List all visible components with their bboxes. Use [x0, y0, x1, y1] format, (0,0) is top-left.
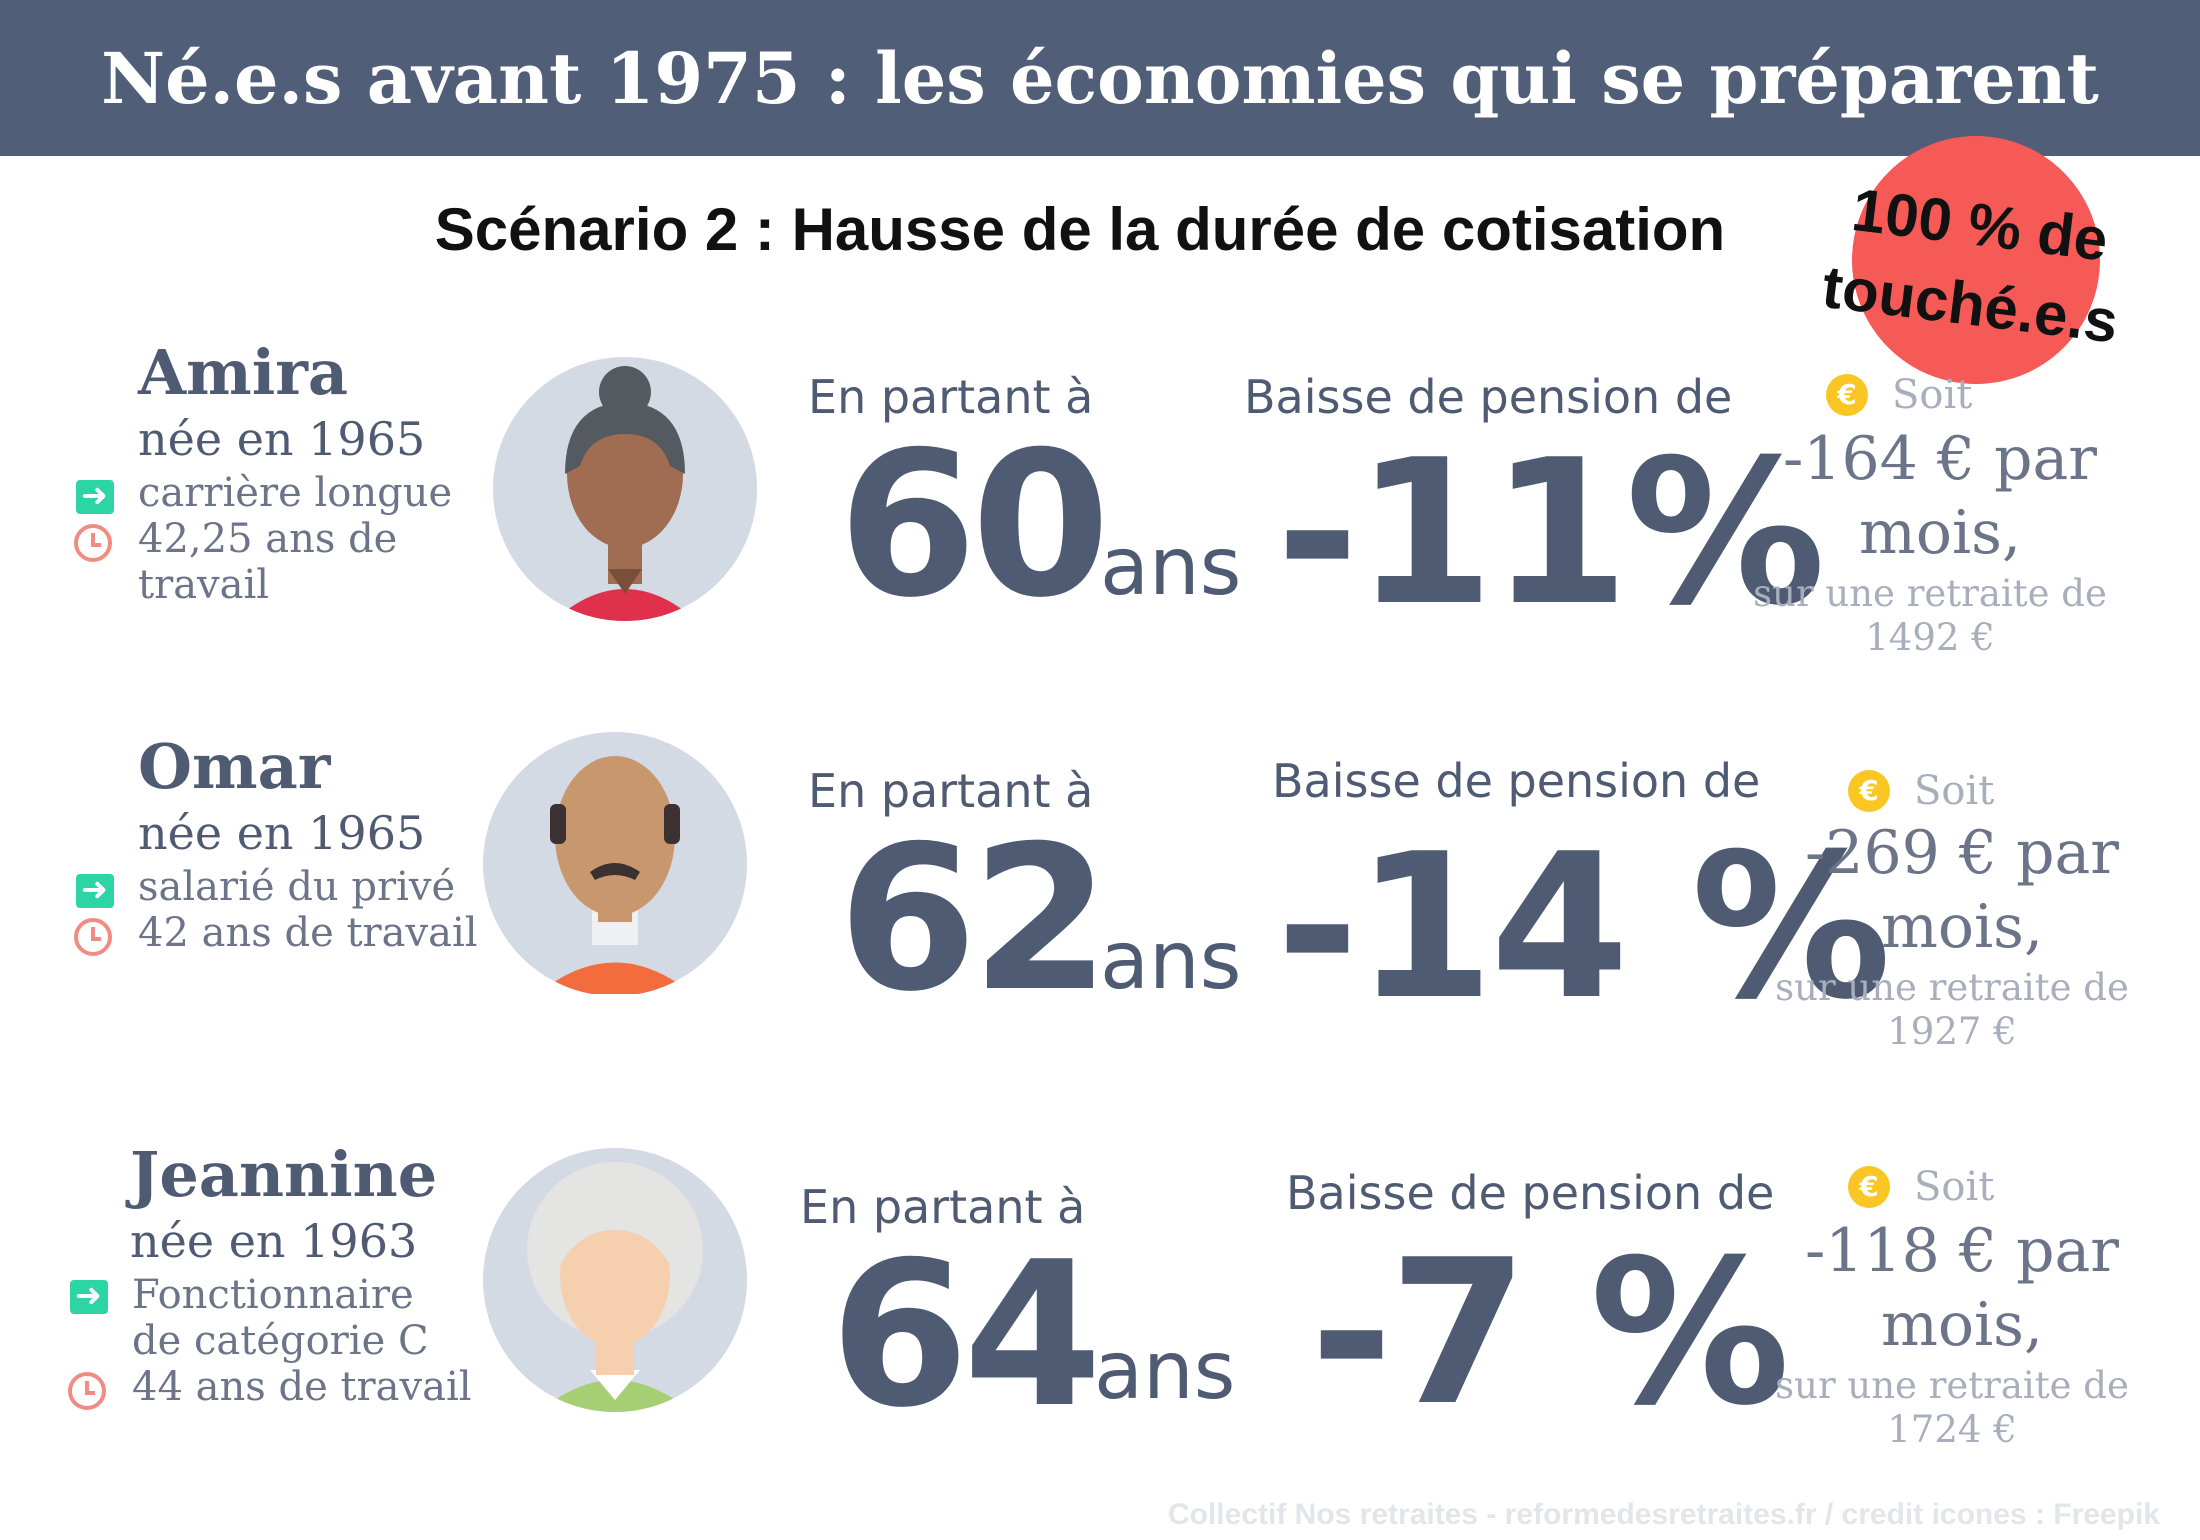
person-name: Amira	[138, 336, 349, 409]
coverage-badge	[1852, 136, 2100, 384]
monthly-loss-line-1: -164 € par	[1783, 424, 2097, 494]
soit-label: Soit	[1892, 372, 1973, 418]
person-detail-2: de catégorie C	[132, 1318, 429, 1364]
person-detail-1: carrière longue	[138, 470, 453, 516]
scenario-subtitle: Scénario 2 : Hausse de la durée de cotis…	[434, 196, 1726, 263]
leaving-age-value: 62	[838, 803, 1110, 1036]
monthly-loss: -118 € par mois,	[1772, 1214, 2152, 1362]
person-detail-1: salarié du privé	[138, 864, 456, 910]
euro-coin-icon: €	[1848, 1166, 1890, 1208]
euro-coin-icon: €	[1848, 770, 1890, 812]
monthly-loss-line-1: -269 € par	[1805, 818, 2119, 888]
monthly-loss: -164 € par mois,	[1750, 422, 2130, 570]
alarm-clock-icon	[68, 1372, 106, 1410]
person-name: Omar	[138, 730, 331, 803]
pension-drop-label: Baisse de pension de	[1272, 754, 1761, 808]
person-row-jeannine: Jeannine née en 1963 Fonctionnaire de ca…	[0, 1138, 2200, 1468]
person-detail-2: 42 ans de travail	[138, 910, 478, 956]
arrow-right-icon	[70, 1276, 108, 1314]
person-detail-3: 44 ans de travail	[132, 1364, 472, 1410]
pension-drop-value: -14 %	[1276, 811, 1891, 1044]
age-unit: ans	[1094, 1324, 1236, 1417]
base-pension: sur une retraite de 1492 €	[1740, 572, 2120, 660]
monthly-loss-line-2: mois,	[1858, 498, 2022, 568]
person-birth-year: née en 1965	[138, 412, 426, 466]
base-pension: sur une retraite de 1724 €	[1762, 1364, 2142, 1452]
euro-coin-icon: €	[1826, 374, 1868, 416]
person-detail-2: 42,25 ans de	[138, 516, 398, 562]
pension-drop-label: Baisse de pension de	[1286, 1166, 1775, 1220]
monthly-loss-line-2: mois,	[1880, 892, 2044, 962]
base-pension-line-1: sur une retraite de	[1775, 966, 2129, 1009]
person-detail-1: Fonctionnaire	[132, 1272, 414, 1318]
leaving-age-value: 64	[830, 1219, 1102, 1452]
base-pension-line-1: sur une retraite de	[1753, 572, 2107, 615]
base-pension: sur une retraite de 1927 €	[1762, 966, 2142, 1054]
person-birth-year: née en 1963	[130, 1214, 418, 1268]
woman-bun-icon	[493, 357, 757, 621]
older-woman-icon	[483, 1148, 747, 1412]
person-row-amira: Amira née en 1965 carrière longue 42,25 …	[0, 330, 2200, 660]
person-detail-3: travail	[138, 562, 270, 608]
soit-label: Soit	[1914, 768, 1995, 814]
monthly-loss-line-2: mois,	[1880, 1290, 2044, 1360]
base-pension-line-1: sur une retraite de	[1775, 1364, 2129, 1407]
pension-drop-value: -7 %	[1310, 1217, 1790, 1450]
leaving-age-label: En partant à	[800, 1180, 1086, 1234]
pension-drop-value: -11%	[1276, 417, 1826, 650]
header-bar: Né.e.s avant 1975 : les économies qui se…	[0, 0, 2200, 156]
monthly-loss-line-1: -118 € par	[1805, 1216, 2119, 1286]
monthly-loss: -269 € par mois,	[1772, 816, 2152, 964]
person-name: Jeannine	[130, 1138, 438, 1211]
person-row-omar: Omar née en 1965 salarié du privé 42 ans…	[0, 724, 2200, 1054]
base-pension-line-2: 1927 €	[1887, 1010, 2017, 1053]
page-title: Né.e.s avant 1975 : les économies qui se…	[101, 36, 2099, 120]
leaving-age-label: En partant à	[808, 764, 1094, 818]
person-birth-year: née en 1965	[138, 806, 426, 860]
base-pension-line-2: 1724 €	[1887, 1408, 2017, 1451]
age-unit: ans	[1100, 520, 1242, 613]
footer-credit: Collectif Nos retraites - reformedesretr…	[1167, 1498, 2160, 1531]
leaving-age-label: En partant à	[808, 370, 1094, 424]
base-pension-line-2: 1492 €	[1865, 616, 1995, 659]
bald-man-icon	[483, 732, 747, 994]
alarm-clock-icon	[74, 524, 112, 562]
arrow-right-icon	[76, 870, 114, 908]
soit-label: Soit	[1914, 1164, 1995, 1210]
age-unit: ans	[1100, 914, 1242, 1007]
arrow-right-icon	[76, 476, 114, 514]
alarm-clock-icon	[74, 918, 112, 956]
pension-drop-label: Baisse de pension de	[1244, 370, 1733, 424]
leaving-age-value: 60	[838, 409, 1110, 642]
